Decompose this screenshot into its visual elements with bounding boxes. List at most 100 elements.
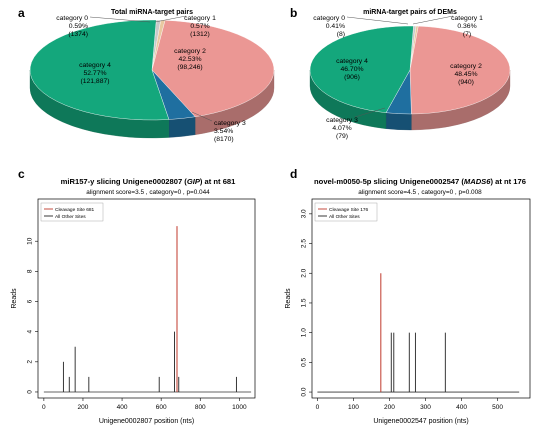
- pie-leader-1: [154, 15, 187, 23]
- y-tick-label: 0.5: [301, 357, 308, 366]
- y-tick-label: 6: [27, 299, 34, 303]
- pie-label-0: category 00.41%(8): [313, 15, 345, 38]
- pie-label-count: (121,887): [80, 78, 109, 85]
- plot-subtitle: alignment score=4.5 , category=0 , p=0.0…: [358, 189, 482, 196]
- pie-leader-0: [346, 16, 409, 25]
- pie-chart-a: Total miRNA-target pairs category 00.59%(…: [29, 9, 275, 143]
- legend-label: Cleavage Site 176: [329, 207, 369, 213]
- x-axis-label: Unigene0002807 position (nts): [99, 418, 194, 425]
- x-tick-label: 200: [384, 404, 395, 411]
- x-axis-label: Unigene0002547 position (nts): [373, 418, 468, 425]
- pie-leader-0: [89, 16, 151, 23]
- pie-label-category: category 3: [214, 120, 246, 127]
- pie-label-count: (7): [463, 31, 471, 38]
- pie-chart-b: miRNA-target pairs of DEMs category 00.41…: [309, 9, 511, 140]
- legend-box: [40, 202, 104, 222]
- pie-label-percent: 52.77%: [83, 70, 106, 77]
- pie-label-count: (1312): [190, 31, 210, 38]
- degradome-plot-c: miR157-y slicing Unigene0002807 (GIP) at…: [11, 177, 256, 425]
- pie-label-count: (1374): [68, 31, 88, 38]
- pie-label-percent: 0.41%: [326, 23, 345, 30]
- y-tick-label: 10: [27, 237, 34, 245]
- y-tick-label: 0.0: [301, 387, 308, 396]
- pie-label-0: category 00.59%(1374): [56, 15, 88, 38]
- legend-label: All Other Sites: [329, 214, 360, 220]
- panel-letter-a: a: [18, 6, 25, 20]
- y-tick-label: 4: [27, 329, 34, 333]
- pie-label-count: (8170): [214, 136, 234, 143]
- x-tick-label: 100: [348, 404, 359, 411]
- pie-title: miRNA-target pairs of DEMs: [363, 9, 457, 16]
- pie-label-percent: 48.45%: [454, 71, 477, 78]
- pie-label-percent: 3.54%: [214, 128, 233, 135]
- pie-side-3: [168, 116, 196, 138]
- plot-title: miR157-y slicing Unigene0002807 (GIP) at…: [61, 177, 237, 186]
- x-tick-label: 800: [195, 404, 206, 411]
- pie-label-percent: 0.36%: [457, 23, 476, 30]
- x-tick-label: 200: [78, 404, 89, 411]
- pie-label-4: category 452.77%(121,887): [79, 62, 111, 85]
- x-tick-label: 400: [117, 404, 128, 411]
- legend-box: [314, 202, 378, 222]
- panel-letter-d: d: [290, 167, 297, 181]
- y-tick-label: 1.0: [301, 328, 308, 337]
- pie-label-count: (906): [344, 74, 360, 81]
- pie-leader-3: [354, 107, 386, 118]
- pie-label-count: (79): [336, 133, 348, 140]
- x-tick-label: 1000: [232, 404, 247, 411]
- pie-label-percent: 4.07%: [332, 125, 351, 132]
- pie-label-3: category 33.54%(8170): [214, 120, 246, 143]
- pie-side-3: [385, 112, 412, 131]
- pie-label-1: category 10.36%(7): [451, 15, 483, 38]
- plot-title-part: novel-m0050-5p slicing Unigene0002547 (: [314, 177, 464, 186]
- plot-frame: [37, 198, 256, 399]
- pie-label-category: category 2: [450, 63, 482, 70]
- pie-label-category: category 1: [184, 15, 216, 22]
- y-tick-label: 0: [27, 390, 34, 394]
- y-tick-label: 2: [27, 360, 34, 364]
- degradome-plot-d: novel-m0050-5p slicing Unigene0002547 (M…: [285, 177, 531, 425]
- legend-label: Cleavage Site 681: [55, 207, 95, 213]
- y-axis-label: Reads: [11, 288, 18, 309]
- pie-label-count: (98,246): [177, 64, 202, 71]
- pie-label-percent: 42.53%: [178, 56, 201, 63]
- pie-label-category: category 1: [451, 15, 483, 22]
- pie-label-category: category 3: [326, 117, 358, 124]
- pie-leader-3: [191, 111, 213, 122]
- pie-label-4: category 446.70%(906): [336, 58, 368, 81]
- y-tick-label: 2.0: [301, 268, 308, 277]
- pie-label-percent: 0.57%: [190, 23, 209, 30]
- pie-slice-4: [309, 25, 414, 113]
- pie-label-category: category 2: [174, 48, 206, 55]
- x-tick-label: 0: [316, 404, 320, 411]
- panel-letter-b: b: [290, 6, 297, 20]
- plot-frame: [311, 198, 531, 399]
- plot-title: novel-m0050-5p slicing Unigene0002547 (M…: [314, 177, 526, 186]
- pie-title: Total miRNA-target pairs: [111, 9, 193, 16]
- y-tick-label: 8: [27, 269, 34, 273]
- pie-label-count: (940): [458, 79, 474, 86]
- plot-title-part: ) at nt 681: [200, 177, 236, 186]
- pie-label-count: (8): [337, 31, 345, 38]
- y-tick-label: 1.5: [301, 298, 308, 307]
- plot-subtitle: alignment score=3.5 , category=0 , p=0.0…: [86, 189, 210, 196]
- pie-slice-2: [151, 20, 275, 117]
- x-tick-label: 400: [456, 404, 467, 411]
- y-axis-label: Reads: [285, 288, 292, 309]
- pie-label-category: category 4: [79, 62, 111, 69]
- pie-label-percent: 0.59%: [69, 23, 88, 30]
- plot-title-part: ) at nt 176: [490, 177, 525, 186]
- plot-title-part: MADS6: [464, 177, 491, 186]
- plot-title-part: GIP: [187, 177, 201, 186]
- pie-label-1: category 10.57%(1312): [184, 15, 216, 38]
- legend-label: All Other Sites: [55, 214, 86, 220]
- pie-label-2: category 248.45%(940): [450, 63, 482, 86]
- pie-slice-2: [409, 25, 511, 115]
- panel-letter-c: c: [18, 167, 25, 181]
- pie-label-2: category 242.53%(98,246): [174, 48, 206, 71]
- pie-label-category: category 4: [336, 58, 368, 65]
- x-tick-label: 500: [492, 404, 503, 411]
- pie-leader-1: [412, 15, 454, 25]
- x-tick-label: 0: [42, 404, 46, 411]
